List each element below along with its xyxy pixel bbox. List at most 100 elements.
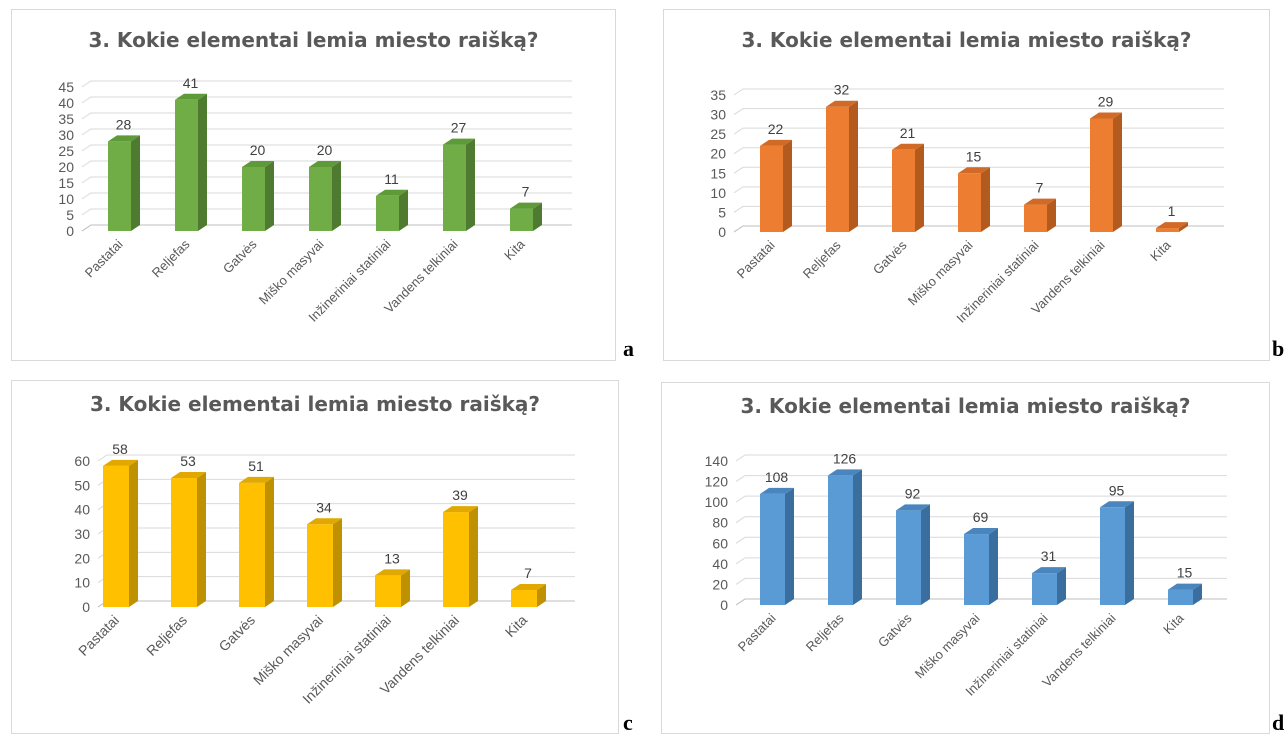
data-label: 7 bbox=[522, 184, 530, 200]
bar-side bbox=[197, 472, 206, 607]
gridline bbox=[81, 160, 572, 168]
bar-front bbox=[376, 195, 399, 231]
gridline bbox=[735, 557, 1227, 565]
bar-chart-d: 0 20 40 60 80 100 120 140 108 Pastatai 126 Reljefas… bbox=[705, 450, 1227, 699]
bar-side bbox=[399, 189, 408, 231]
category-label: Miško masyvai bbox=[912, 610, 983, 681]
gridline bbox=[733, 108, 1224, 115]
y-tick-label: 20 bbox=[710, 146, 726, 162]
bar-front bbox=[828, 475, 853, 605]
bar bbox=[242, 161, 274, 231]
bar-side bbox=[469, 506, 478, 607]
y-tick-label: 60 bbox=[74, 453, 90, 469]
bar-front bbox=[443, 144, 466, 231]
bar-side bbox=[265, 161, 274, 231]
bar-top bbox=[376, 189, 408, 196]
gridline bbox=[735, 475, 1227, 482]
bar bbox=[108, 135, 140, 231]
bar-front bbox=[1100, 507, 1125, 605]
panel-letter-d: d bbox=[1272, 710, 1285, 735]
data-label: 27 bbox=[451, 120, 467, 136]
chart-title: 3. Kokie elementai lemia miesto raišką? bbox=[89, 392, 541, 416]
gridline bbox=[97, 503, 575, 511]
bar-side bbox=[1057, 567, 1066, 605]
bar-front bbox=[510, 208, 533, 231]
data-label: 69 bbox=[973, 509, 989, 525]
bar-top bbox=[443, 138, 475, 145]
data-label: 7 bbox=[1036, 180, 1044, 196]
gridline bbox=[81, 192, 572, 200]
data-label: 22 bbox=[768, 121, 784, 137]
bar-top bbox=[309, 161, 341, 167]
data-label: 126 bbox=[833, 450, 857, 466]
y-tick-label: 0 bbox=[66, 223, 74, 239]
bar-front bbox=[375, 575, 401, 607]
data-label: 34 bbox=[316, 499, 332, 515]
bar-side bbox=[333, 518, 342, 607]
bar-side bbox=[915, 143, 924, 232]
bar-chart-c: 0 10 20 30 40 50 60 58 Pastatai 53 Reljefas 51 Gatvė… bbox=[74, 441, 575, 707]
bar-top bbox=[239, 476, 274, 483]
bar-top bbox=[1090, 112, 1122, 119]
y-tick-label: 10 bbox=[74, 575, 90, 591]
bar-top bbox=[892, 143, 924, 150]
y-tick-label: 10 bbox=[710, 185, 726, 201]
panel-letter-b: b bbox=[1272, 336, 1285, 361]
bar-front bbox=[1156, 228, 1179, 232]
gridline bbox=[81, 176, 572, 184]
bar-front bbox=[443, 512, 469, 607]
y-tick-label: 30 bbox=[710, 107, 726, 123]
bar bbox=[958, 167, 990, 232]
bar-side bbox=[537, 583, 546, 607]
y-tick-label: 20 bbox=[58, 159, 74, 175]
gridline bbox=[733, 186, 1224, 194]
bar-front bbox=[242, 167, 265, 231]
category-label: Reljefas bbox=[149, 236, 193, 280]
bar-top bbox=[1100, 501, 1134, 508]
category-label: Vandens telkiniai bbox=[1039, 610, 1119, 690]
chart-panel-d: 3. Kokie elementai lemia miesto raišką? … bbox=[661, 382, 1270, 734]
y-tick-label: 40 bbox=[712, 556, 728, 572]
bar-top bbox=[896, 504, 930, 511]
bar bbox=[1024, 198, 1056, 232]
data-label: 20 bbox=[317, 142, 333, 158]
bar-top bbox=[175, 93, 207, 100]
data-label: 21 bbox=[900, 125, 916, 141]
y-tick-label: 20 bbox=[74, 550, 90, 566]
bar-side bbox=[1179, 222, 1188, 232]
bar-top bbox=[760, 139, 792, 146]
bar bbox=[760, 139, 792, 232]
bar-side bbox=[849, 100, 858, 232]
data-label: 32 bbox=[834, 82, 850, 98]
bar bbox=[443, 506, 478, 607]
bar bbox=[1090, 112, 1122, 232]
data-label: 15 bbox=[1177, 565, 1193, 581]
category-label: Vandens telkiniai bbox=[381, 236, 461, 316]
bar-top bbox=[108, 135, 140, 142]
chart-title: 3. Kokie elementai lemia miesto raišką? bbox=[88, 28, 539, 52]
bar-front bbox=[1168, 589, 1193, 605]
bar bbox=[892, 143, 924, 232]
bar bbox=[826, 100, 858, 232]
bar bbox=[1156, 222, 1188, 232]
category-label: Reljefas bbox=[800, 237, 844, 281]
bar bbox=[309, 161, 341, 231]
bar-side bbox=[853, 469, 862, 605]
bar-side bbox=[466, 138, 475, 231]
bar-top bbox=[1168, 583, 1202, 590]
bar-side bbox=[1125, 501, 1134, 605]
category-label: Kita bbox=[502, 612, 531, 641]
y-tick-label: 20 bbox=[712, 576, 728, 592]
bar bbox=[171, 472, 206, 607]
gridline bbox=[81, 96, 572, 104]
bar-front bbox=[896, 510, 921, 605]
bar bbox=[376, 189, 408, 231]
data-label: 11 bbox=[384, 171, 399, 187]
category-label: Gatvės bbox=[870, 237, 910, 277]
y-tick-label: 50 bbox=[74, 477, 90, 493]
bar bbox=[511, 583, 546, 607]
bar-side bbox=[332, 161, 341, 231]
data-label: 51 bbox=[248, 458, 264, 474]
bar-side bbox=[783, 139, 792, 232]
y-tick-label: 30 bbox=[74, 526, 90, 542]
